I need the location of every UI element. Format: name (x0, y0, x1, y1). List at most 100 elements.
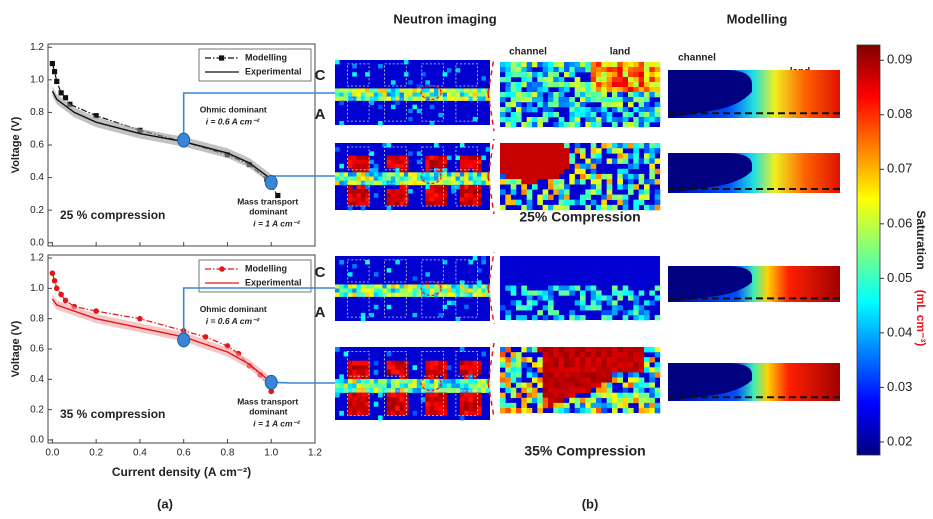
heatmap-cell (596, 153, 602, 159)
heatmap-cell (365, 163, 370, 169)
heatmap-cell (601, 204, 607, 211)
heatmap-cell (442, 401, 448, 407)
heatmap-cell (574, 77, 581, 83)
heatmap-cell (425, 201, 431, 207)
heatmap-cell (421, 288, 426, 293)
heatmap-cell (390, 189, 396, 194)
heatmap-cell (622, 62, 629, 68)
heatmap-cell (521, 168, 527, 175)
heatmap (500, 143, 661, 211)
heatmap-cell (403, 284, 409, 289)
heatmap-cell (580, 402, 586, 409)
heatmap-cell (395, 365, 400, 371)
heatmap-cell (500, 392, 506, 399)
heatmap-cell (569, 387, 575, 393)
heatmap-cell (601, 102, 607, 108)
heatmap-cell (459, 280, 465, 285)
heatmap-cell (612, 377, 618, 383)
heatmap-cell (596, 382, 602, 388)
heatmap-cell (360, 406, 366, 412)
heatmap-cell (542, 107, 549, 113)
heatmap-cell (638, 87, 645, 93)
heatmap-cell (585, 407, 591, 414)
heatmap-cell (542, 347, 549, 353)
heatmap-cell (464, 88, 469, 93)
heatmap-cell (606, 310, 613, 316)
heatmap-cell (537, 97, 543, 103)
data-point (202, 334, 209, 340)
heatmap-cell (649, 372, 655, 378)
heatmap-cell (500, 362, 506, 368)
heatmap-cell (558, 204, 565, 211)
heatmap-cell (442, 96, 448, 101)
heatmap-cell (516, 143, 522, 149)
heatmap-cell (532, 347, 538, 353)
heatmap-cell (347, 383, 353, 389)
heatmap-cell (537, 347, 543, 353)
heatmap-cell (459, 369, 465, 375)
heatmap-cell (585, 158, 591, 164)
heatmap-cell (622, 352, 629, 358)
heatmap-cell (382, 284, 387, 289)
heatmap-cell (542, 173, 549, 180)
heatmap-cell (564, 347, 570, 353)
heatmap-cell (590, 153, 597, 159)
channel-outline (346, 146, 370, 171)
heatmap-cell (390, 197, 396, 202)
y-tick-label: 0.0 (30, 435, 44, 446)
heatmap-cell (416, 172, 422, 177)
heatmap-cell (574, 179, 581, 185)
heatmap-cell (596, 92, 602, 98)
heatmap-cell (459, 168, 465, 173)
heatmap-cell (553, 392, 559, 399)
heatmap-cell (526, 194, 533, 200)
heatmap-cell (558, 189, 565, 195)
heatmap-cell (601, 357, 607, 363)
legend-box (198, 48, 312, 82)
heatmap-cell (644, 97, 650, 103)
colorbar-tick-label: 0.03 (887, 379, 912, 394)
heatmap-cell (521, 143, 527, 149)
heatmap-cell (574, 199, 581, 206)
heatmap-cell (438, 168, 443, 173)
heatmap-cell (442, 388, 448, 393)
heatmap-cell (526, 179, 533, 185)
legend-box (198, 259, 312, 293)
heatmap-cell (606, 179, 613, 185)
heatmap-cell (521, 148, 527, 154)
heatmap-cell (633, 117, 639, 123)
heatmap-cell (564, 153, 570, 159)
channel-outline (421, 390, 444, 417)
heatmap-cell (386, 360, 392, 366)
heatmap-cell (459, 360, 465, 366)
heatmap-cell (617, 82, 623, 88)
heatmap-cell (505, 153, 511, 159)
heatmap-cell (601, 372, 607, 378)
heatmap-cell (521, 72, 527, 78)
heatmap-cell (617, 402, 623, 409)
heatmap-cell (360, 388, 366, 393)
heatmap-cell (335, 88, 340, 93)
heatmap-cell (654, 92, 661, 98)
heatmap-cell (564, 122, 570, 128)
heatmap-cell (601, 72, 607, 78)
heatmap-cell (585, 107, 591, 113)
heatmap-cell (477, 96, 482, 101)
heatmap-cell (654, 367, 661, 373)
heatmap-cell (352, 378, 357, 384)
heatmap-cell (477, 176, 482, 181)
heatmap-cell (564, 352, 570, 358)
heatmap-cell (542, 305, 549, 311)
heatmap-cell (569, 372, 575, 378)
heatmap-cell (472, 360, 478, 366)
heatmap-cell (481, 172, 486, 177)
heatmap-cell (537, 153, 543, 159)
heatmap-cell (612, 107, 618, 113)
heatmap-cell (408, 116, 413, 122)
heatmap-cell (644, 158, 650, 164)
y-tick-label: 1.2 (30, 42, 44, 53)
heatmap-cell (356, 176, 362, 181)
heatmap-cell (378, 383, 383, 389)
heatmap-cell (335, 180, 340, 186)
heatmap-cell (468, 92, 474, 97)
